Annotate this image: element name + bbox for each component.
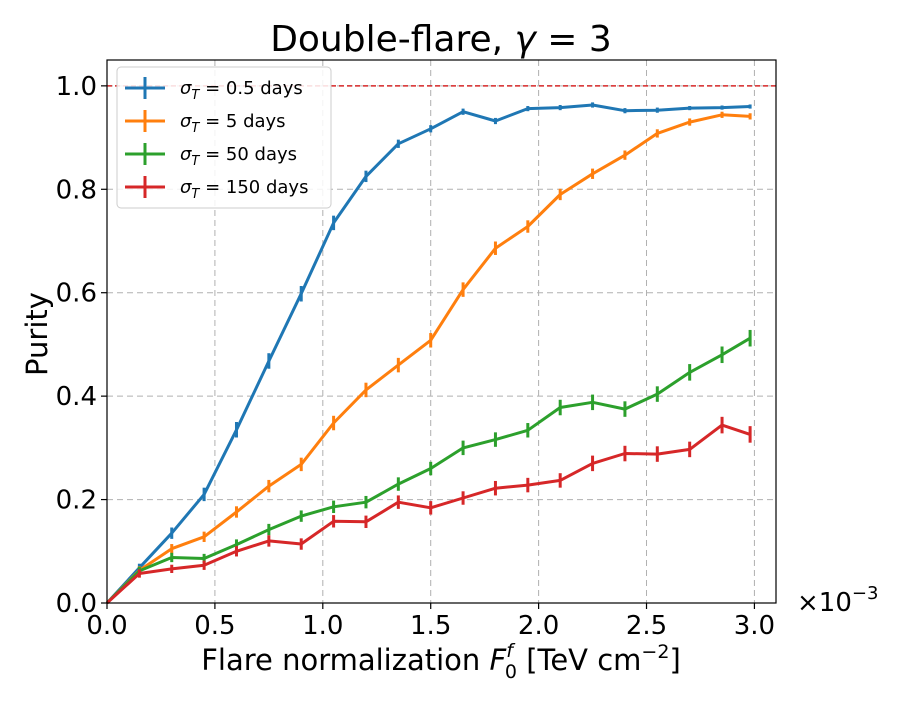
x-axis-label: Flare normalization Ff 0 [TeV cm−2] [201,640,681,683]
axes-frame [106,59,777,604]
x-axis-scale-factor: ×10−3 [797,583,878,618]
x-tick-label: 1.5 [410,611,451,641]
y-tick-label: 0.6 [56,279,97,309]
y-tick-label: 1.0 [56,72,97,102]
series-line [105,423,751,605]
y-axis-label: Purity [20,292,54,376]
legend-label: σT = 0.5 days [180,78,303,103]
x-tick-label: 0.5 [194,611,235,641]
chart-title: Double-flare, γ = 3 [270,19,612,60]
x-tick-label: 1.0 [302,611,343,641]
y-tick-label: 0.4 [56,382,97,412]
legend-box [116,66,332,209]
ticks: 0.0 0.5 1.0 1.5 2.0 2.5 3.0 0.0 0.2 0.4 0.6 0.8 1.0 [56,72,775,641]
legend-label: σT = 150 days [180,177,308,202]
x-tick-label: 2.5 [626,611,667,641]
legend: σT = 0.5 days σT = 5 days σT = 50 days σT =… [116,66,332,209]
legend-label: σT = 5 days [180,111,286,136]
series-group [105,102,752,605]
y-tick-label: 0.8 [56,175,97,205]
x-tick-label: 2.0 [518,611,559,641]
y-tick-label: 0.0 [56,589,97,619]
legend-label: σT = 50 days [180,144,297,169]
y-tick-label: 0.2 [56,486,97,516]
x-tick-label: 3.0 [734,611,775,641]
x-tick-label: 0.0 [86,611,127,641]
